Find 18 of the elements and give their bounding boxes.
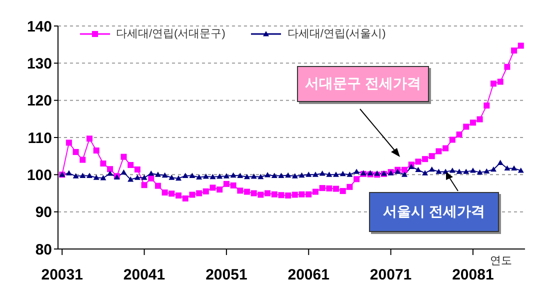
y-tick-label: 80 xyxy=(35,241,52,258)
annotation: 서울시 전세가격 xyxy=(369,192,499,232)
y-tick-label: 130 xyxy=(26,55,52,72)
y-tick-label: 120 xyxy=(26,92,52,110)
y-tick-label: 140 xyxy=(26,18,52,36)
x-tick-label: 20061 xyxy=(288,266,330,284)
x-tick-label: 20041 xyxy=(123,266,166,284)
x-tick-label: 20081 xyxy=(452,266,494,284)
y-tick-label: 90 xyxy=(35,204,52,222)
x-tick-label: 20031 xyxy=(41,266,83,284)
x-tick-label: 20051 xyxy=(206,266,248,284)
y-tick-label: 110 xyxy=(28,130,52,147)
legend-label: 다세대/연립(서대문구) xyxy=(116,27,226,41)
annotation: 서대문구 전세가격 xyxy=(297,66,429,102)
x-axis-title: 연도 xyxy=(490,254,512,268)
legend-label: 다세대/연립(서울시) xyxy=(287,27,386,41)
x-tick-label: 20071 xyxy=(370,266,412,284)
y-tick-label: 100 xyxy=(26,166,52,184)
